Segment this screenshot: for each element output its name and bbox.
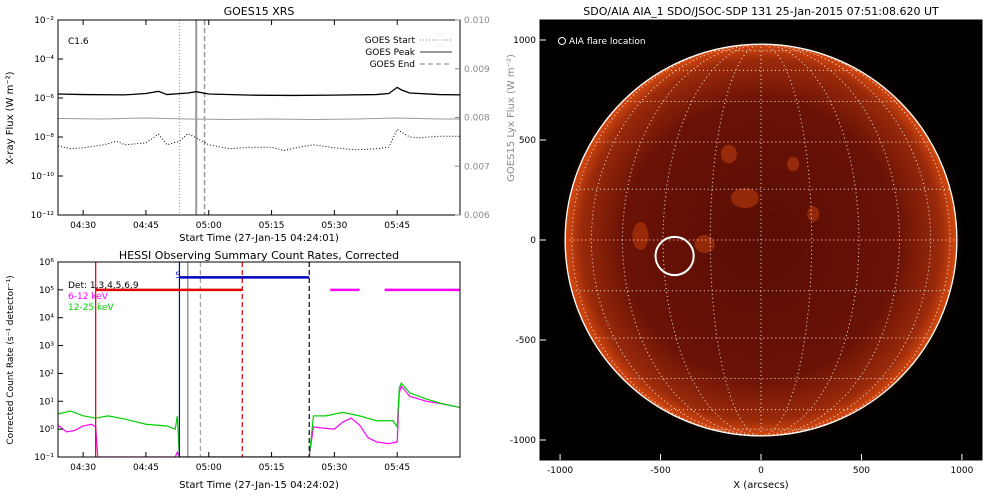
aia-legend-label: AIA flare location xyxy=(569,37,646,47)
goes-legend-label: GOES End xyxy=(370,60,415,70)
goes-class-label: C1.6 xyxy=(68,37,89,47)
heliographic-grid xyxy=(565,44,957,436)
goes-x-tick-label: 05:45 xyxy=(384,221,410,231)
grid-meridian xyxy=(621,44,762,436)
aia-x-label: X (arcsecs) xyxy=(733,480,789,491)
aia-x-tick-label: 500 xyxy=(853,466,870,476)
goes-y-tick-label: 10⁻¹⁰ xyxy=(31,172,55,182)
active-region xyxy=(694,235,715,253)
goes-x-label: Start Time (27-Jan-15 04:24:01) xyxy=(179,233,339,244)
goes-x-tick-label: 05:30 xyxy=(321,221,347,231)
goes-xrs-panel: GOES15 XRS 04:30 04:45 05:00 05:15 05:30 05:4… xyxy=(5,5,517,244)
aia-y-tick-label: -1000 xyxy=(510,436,536,446)
hessi-y-tick-label: 10² xyxy=(39,369,54,379)
hessi-x-tick-label: 05:00 xyxy=(196,463,222,473)
hessi-legend-label: 6-12 keV xyxy=(68,292,109,302)
active-region xyxy=(720,144,737,164)
aia-x-tick-label: -1000 xyxy=(547,466,573,476)
hessi-y-tick-label: 10³ xyxy=(39,342,54,352)
goes-series-long xyxy=(58,86,460,97)
goes-y2-tick-label: 0.009 xyxy=(464,65,490,75)
hessi-x-tick-label: 05:45 xyxy=(384,463,410,473)
aia-x-tick-label: 0 xyxy=(758,466,764,476)
grid-meridian xyxy=(760,44,932,436)
aia-x-tick-label: -500 xyxy=(650,466,671,476)
active-region xyxy=(787,156,800,172)
hessi-plot-frame xyxy=(57,261,461,458)
grid-meridian xyxy=(760,44,901,436)
hessi-x-tick-label: 05:30 xyxy=(321,463,347,473)
hessi-y-tick-label: 10⁻¹ xyxy=(34,453,54,463)
aia-x-tick-label: 1000 xyxy=(950,466,973,476)
goes-x-tick-label: 04:30 xyxy=(70,221,96,231)
goes-y-tick-label: 10⁻² xyxy=(34,16,54,26)
goes-chart-title: GOES15 XRS xyxy=(224,5,295,18)
hessi-annotation: S xyxy=(175,271,181,281)
aia-image-panel: SDO/AIA AIA_1 SDO/JSOC-SDP 131 25-Jan-20… xyxy=(510,5,983,491)
hessi-x-label: Start Time (27-Jan-15 04:24:02) xyxy=(179,480,339,491)
goes-y-label: X-ray Flux (W m⁻²) xyxy=(5,71,16,164)
hessi-x-tick-label: 05:15 xyxy=(259,463,285,473)
hessi-legend-label: 12-25 keV xyxy=(68,303,114,313)
goes-y2-tick-label: 0.010 xyxy=(464,16,490,26)
goes-y-tick-label: 10⁻⁴ xyxy=(34,55,54,65)
goes-legend-label: GOES Peak xyxy=(365,48,415,58)
goes-y-tick-label: 10⁻⁸ xyxy=(34,133,54,143)
goes-y2-tick-label: 0.008 xyxy=(464,114,490,124)
goes-y-tick-label: 10⁻⁶ xyxy=(34,94,54,104)
goes-legend-label: GOES Start xyxy=(365,36,416,46)
aia-chart-title: SDO/AIA AIA_1 SDO/JSOC-SDP 131 25-Jan-20… xyxy=(583,5,939,18)
active-region xyxy=(632,222,649,250)
goes-x-tick-label: 05:15 xyxy=(259,221,285,231)
hessi-x-tick-label: 04:45 xyxy=(133,463,159,473)
hessi-series-line xyxy=(58,381,460,457)
hessi-panel: HESSI Observing Summary Count Rates, Cor… xyxy=(6,249,461,491)
aia-legend-symbol xyxy=(558,37,566,45)
aia-y-tick-label: 500 xyxy=(519,136,536,146)
aia-y-tick-label: 1000 xyxy=(513,36,536,46)
aia-y-tick-label: 0 xyxy=(530,236,536,246)
solar-limb xyxy=(564,43,958,437)
grid-meridian xyxy=(590,44,762,436)
hessi-legend-label: Det: 1,3,4,5,6,9 xyxy=(68,281,139,291)
hessi-y-tick-label: 10⁰ xyxy=(39,425,54,435)
sun-disk xyxy=(565,44,957,436)
hessi-y-tick-label: 10⁶ xyxy=(39,258,54,268)
hessi-y-tick-label: 10⁴ xyxy=(39,314,54,324)
aia-flare-location-marker xyxy=(654,235,695,277)
goes-series-lyman xyxy=(58,117,460,120)
aia-legend: AIA flare location xyxy=(558,37,646,47)
goes-y2-tick-label: 0.007 xyxy=(464,162,490,172)
goes-y2-label: GOES15 Lyx Flux (W m⁻²) xyxy=(506,54,517,182)
active-region xyxy=(807,206,820,222)
aia-y-tick-label: -500 xyxy=(516,336,537,346)
hessi-chart-title: HESSI Observing Summary Count Rates, Cor… xyxy=(119,249,399,262)
goes-x-tick-label: 05:00 xyxy=(196,221,222,231)
hessi-y-tick-label: 10¹ xyxy=(39,397,54,407)
hessi-y-tick-label: 10⁵ xyxy=(39,286,54,296)
goes-legend: GOES Start GOES Peak GOES End xyxy=(365,36,452,70)
goes-y2-tick-label: 0.006 xyxy=(464,211,490,221)
hessi-series-line xyxy=(58,384,460,457)
hessi-x-tick-label: 04:30 xyxy=(70,463,96,473)
goes-y-tick-label: 10⁻¹² xyxy=(31,211,55,221)
active-region xyxy=(730,188,759,208)
goes-series-short xyxy=(58,128,460,152)
goes-x-tick-label: 04:45 xyxy=(133,221,159,231)
hessi-y-label: Corrected Count Rate (s⁻¹ detector⁻¹) xyxy=(6,275,16,444)
